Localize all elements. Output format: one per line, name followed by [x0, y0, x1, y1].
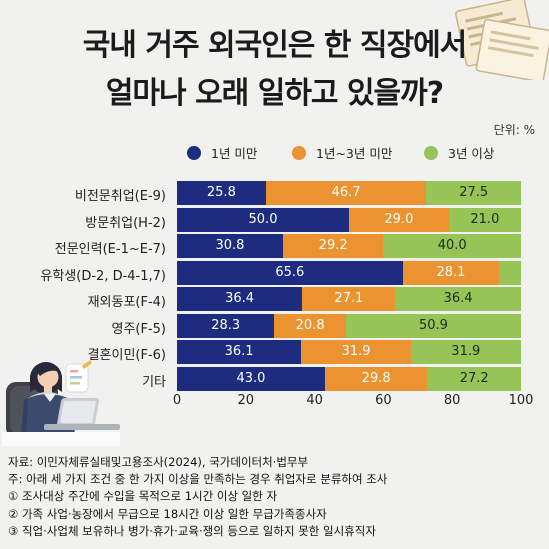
bar-segment-series1	[177, 340, 302, 364]
bar-value-label: 36.4	[443, 291, 473, 306]
bar-value-label: 31.9	[341, 344, 371, 359]
bar-segment-series1	[177, 181, 266, 205]
bar-segment-series3	[427, 366, 521, 391]
source-note: 자료: 이민자체류실태및고용조사(2024), 국가데이터처·법무부	[8, 455, 309, 469]
bar-value-label: 36.1	[224, 344, 254, 359]
legend-item-series3: 3년 이상	[424, 143, 494, 161]
category-label: 비전문취업(E-9)	[74, 189, 166, 204]
legend-dot-series1	[187, 146, 201, 160]
legend-label-series2: 1년~3년 미만	[316, 146, 393, 161]
page-title-line1: 국내 거주 외국인은 한 직장에서	[82, 28, 468, 63]
bar-segment-series1	[177, 287, 303, 311]
bar-segment-series1	[177, 234, 283, 258]
x-tick-label: 100	[508, 393, 534, 408]
bar-value-label: 40.0	[437, 238, 467, 253]
legend-label-series1: 1년 미만	[211, 146, 258, 161]
bar-segment-series3	[345, 313, 521, 338]
bar-value-label: 50.0	[248, 211, 278, 227]
condition-note-2: ② 가족 사업·농장에서 무급으로 18시간 이상 일한 무급가족종사자	[8, 506, 327, 521]
bar-value-label: 36.4	[225, 291, 255, 306]
bar-segment-series1	[177, 260, 403, 285]
bar-value-label: 30.8	[215, 238, 245, 253]
bar-value-label: 50.9	[418, 317, 448, 333]
unit-label: 단위: %	[493, 123, 535, 137]
bar-value-label: 20.8	[295, 317, 325, 333]
category-label: 기타	[142, 374, 166, 390]
bar-segment-series2	[274, 313, 346, 338]
bar-value-label: 27.5	[459, 185, 489, 200]
bar-value-label: 21.0	[470, 211, 500, 227]
bar-segment-series2	[349, 207, 449, 232]
bar-segment-series2	[301, 340, 411, 364]
bar-value-label: 46.7	[331, 185, 361, 200]
bar-segment-series3	[426, 181, 521, 205]
bar-segment-series1	[177, 313, 275, 338]
bar-segment-series3	[499, 260, 521, 285]
bar-value-label: 29.2	[318, 238, 348, 253]
x-tick-label: 0	[172, 393, 182, 408]
legend-dot-series2	[292, 146, 306, 160]
category-label: 전문인력(E-1~E-7)	[54, 242, 166, 257]
bar-value-label: 27.1	[334, 291, 364, 306]
bar-value-label: 28.3	[211, 317, 241, 333]
legend-item-series2: 1년~3년 미만	[292, 143, 392, 161]
definition-note: 주: 아래 세 가지 조건 중 한 가지 이상을 만족하는 경우 취업자로 분류…	[8, 472, 388, 487]
category-label: 영주(F-5)	[111, 321, 166, 337]
bar-value-label: 31.9	[451, 344, 481, 359]
bar-value-label: 43.0	[236, 370, 266, 386]
bar-value-label: 25.8	[206, 185, 236, 200]
bar-value-label: 28.1	[436, 264, 466, 280]
condition-note-1: ① 조사대상 주간에 수입을 목적으로 1시간 이상 일한 자	[8, 489, 278, 504]
bar-segment-series2	[324, 366, 428, 391]
bar-segment-series3	[410, 340, 521, 364]
bar-value-label: 27.2	[459, 370, 489, 386]
bar-segment-series2	[265, 181, 427, 205]
x-tick-label: 80	[443, 393, 461, 408]
office-worker-illustration	[2, 360, 120, 446]
bar-value-label: 29.8	[361, 370, 391, 386]
legend-item-series1: 1년 미만	[187, 143, 257, 161]
documents-illustration	[455, 0, 549, 80]
bar-segment-series3	[383, 234, 521, 258]
bar-value-label: 29.0	[384, 211, 414, 227]
x-tick-label: 40	[306, 393, 323, 408]
bar-segment-series2	[282, 234, 384, 258]
legend-dot-series3	[424, 146, 438, 160]
condition-note-3: ③ 직업·사업체 보유하나 병가·휴가·교육·쟁의 등으로 일하지 못한 일시휴…	[8, 523, 376, 538]
bar-segment-series3	[395, 287, 521, 311]
category-label: 방문취업(H-2)	[85, 215, 166, 231]
x-tick-label: 20	[237, 393, 255, 408]
bar-segment-series3	[448, 207, 521, 232]
bar-segment-series1	[177, 366, 325, 391]
notes-block: 자료: 이민자체류실태및고용조사(2024), 국가데이터처·법무부 주: 아래…	[8, 454, 387, 540]
category-label: 유학생(D-2, D-4-1,7)	[40, 268, 166, 284]
x-tick-label: 60	[375, 393, 392, 408]
bar-value-label: 65.6	[275, 264, 305, 280]
category-label: 재외동포(F-4)	[87, 295, 166, 310]
legend-label-series3: 3년 이상	[448, 146, 495, 161]
page-title-line2: 얼마나 오래 일하고 있을까?	[105, 76, 444, 111]
bar-segment-series2	[302, 287, 396, 311]
category-label: 결혼이민(F-6)	[87, 348, 166, 363]
bar-segment-series2	[402, 260, 500, 285]
bar-segment-series1	[177, 207, 349, 232]
